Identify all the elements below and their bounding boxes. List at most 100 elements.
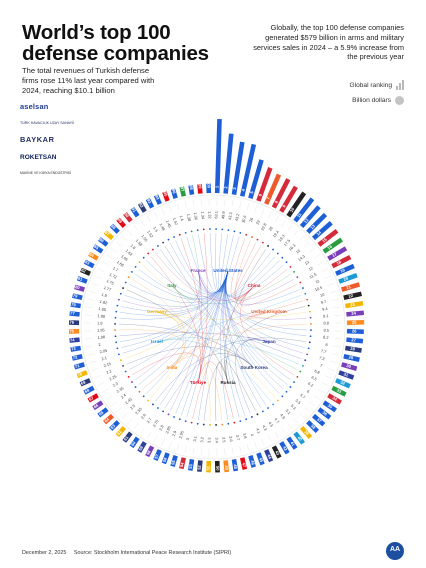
leader-line-8 xyxy=(268,211,272,219)
value-dot-43 xyxy=(256,413,259,416)
bar-rank-32 xyxy=(335,378,351,389)
rank-label-72: 72 xyxy=(72,354,78,360)
link-israel-2 xyxy=(156,339,271,402)
value-dot-73 xyxy=(115,341,118,344)
leader-line-15 xyxy=(309,247,316,253)
bar-rank-42 xyxy=(279,441,290,455)
value-dot-17 xyxy=(296,276,299,279)
value-label-11: 19.3 xyxy=(277,234,286,243)
value-label-23: 9.4 xyxy=(322,306,329,312)
value-dot-29 xyxy=(307,347,310,350)
value-label-81: 1.77 xyxy=(103,285,112,292)
country-label-russia: Russia xyxy=(220,380,236,385)
link-united-states-25 xyxy=(175,270,229,414)
bar-rank-44 xyxy=(264,449,274,463)
bar-rank-10 xyxy=(286,191,307,218)
value-label-20: 10.5 xyxy=(314,285,323,292)
country-label-italy: Italy xyxy=(167,283,177,288)
bar-rank-30 xyxy=(341,362,358,371)
value-label-17: 12 xyxy=(308,265,314,272)
value-dot-64 xyxy=(138,390,141,393)
rank-label-32: 32 xyxy=(340,380,347,387)
link-united-states-20 xyxy=(222,270,240,418)
leader-line-72 xyxy=(87,353,94,356)
value-dot-28 xyxy=(308,341,311,344)
value-dot-71 xyxy=(117,353,120,356)
leader-line-49 xyxy=(224,448,226,456)
link-russia-4 xyxy=(126,289,229,384)
leader-line-47 xyxy=(239,446,242,453)
value-label-39: 5.1 xyxy=(285,408,292,415)
leader-line-27 xyxy=(334,338,342,340)
link-russia-0 xyxy=(224,249,266,384)
leader-line-45 xyxy=(254,441,257,449)
rank-label-57: 57 xyxy=(153,453,160,460)
value-label-12: 17.5 xyxy=(282,238,291,247)
value-dot-40 xyxy=(272,403,274,406)
value-label-43: 4.3 xyxy=(261,424,268,431)
rank-label-29: 29 xyxy=(348,354,354,360)
leader-line-55 xyxy=(176,444,180,451)
value-label-24: 9.1 xyxy=(323,313,329,318)
leader-line-42 xyxy=(274,431,279,439)
rank-label-68: 68 xyxy=(84,387,91,394)
country-label-india: India xyxy=(167,365,178,370)
value-label-88: 1.6 xyxy=(130,243,137,250)
rank-label-43: 43 xyxy=(274,450,281,457)
value-dot-12 xyxy=(276,252,279,255)
value-label-34: 6.2 xyxy=(307,381,314,388)
value-dot-23 xyxy=(308,310,311,313)
value-label-48: 3.6 xyxy=(228,436,234,442)
value-dot-94 xyxy=(173,236,175,238)
link-france-2 xyxy=(197,270,304,354)
value-label-55: 2.95 xyxy=(178,430,185,439)
leader-line-63 xyxy=(121,413,127,419)
bar-rank-25 xyxy=(346,319,365,326)
bar-rank-69 xyxy=(79,378,91,387)
value-label-1: 63.1 xyxy=(213,211,218,219)
value-label-97: 1.38 xyxy=(186,213,193,221)
leader-line-21 xyxy=(330,290,337,294)
roketsan-logo: ROKETSAN xyxy=(20,154,57,161)
leader-line-94 xyxy=(161,208,165,216)
leader-line-28 xyxy=(333,345,341,348)
value-label-33: 6.5 xyxy=(311,375,318,382)
leader-line-18 xyxy=(321,268,329,272)
leader-line-16 xyxy=(313,254,320,259)
value-label-69: 2.2 xyxy=(105,368,112,375)
rank-label-9: 9 xyxy=(281,203,287,208)
leader-line-29 xyxy=(332,353,339,356)
rank-label-84: 84 xyxy=(88,251,95,258)
country-label-united-states: United States xyxy=(213,268,243,273)
value-label-51: 3.3 xyxy=(206,437,211,443)
value-dot-2 xyxy=(221,228,224,231)
rank-label-78: 78 xyxy=(71,302,77,308)
value-dot-88 xyxy=(142,256,145,259)
value-dot-93 xyxy=(167,238,170,241)
bar-rank-65 xyxy=(97,407,109,418)
bar-rank-72 xyxy=(71,353,83,361)
value-label-67: 2.3 xyxy=(112,381,119,388)
leader-line-56 xyxy=(169,441,172,449)
value-label-82: 1.75 xyxy=(106,278,115,286)
leader-line-91 xyxy=(140,220,145,227)
rank-label-53: 53 xyxy=(188,463,194,469)
link-south-korea-5 xyxy=(164,246,255,369)
value-dot-98 xyxy=(196,229,199,232)
page-title: World’s top 100 defense companies xyxy=(22,21,209,65)
bar-rank-79 xyxy=(72,293,83,301)
value-label-80: 1.8 xyxy=(101,292,108,298)
base-ring xyxy=(80,194,346,460)
rank-label-24: 24 xyxy=(351,311,357,316)
value-dot-36 xyxy=(289,386,292,388)
rank-label-61: 61 xyxy=(123,434,130,441)
value-dot-79 xyxy=(116,304,119,307)
value-label-40: 4.9 xyxy=(279,413,286,420)
value-label-59: 2.75 xyxy=(151,419,159,428)
rank-label-1: 1 xyxy=(214,185,219,188)
rank-label-88: 88 xyxy=(110,223,117,230)
link-china-5 xyxy=(240,285,294,376)
value-label-86: 1.65 xyxy=(120,254,129,263)
link-united-states-16 xyxy=(225,270,280,394)
